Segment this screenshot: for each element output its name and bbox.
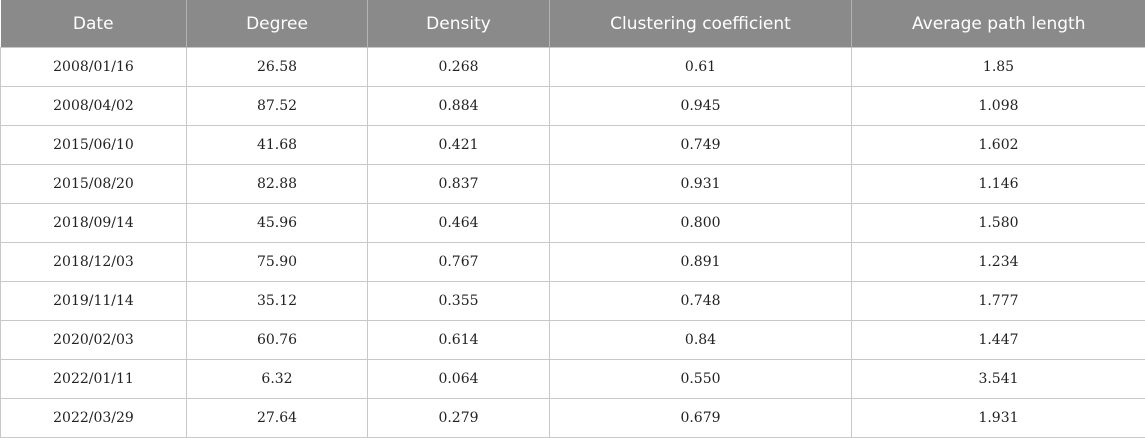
table-row: 2022/01/11 6.32 0.064 0.550 3.541: [1, 360, 1145, 399]
table-row: 2018/12/03 75.90 0.767 0.891 1.234: [1, 243, 1145, 282]
cell-degree: 26.58: [187, 48, 368, 87]
table-row: 2018/09/14 45.96 0.464 0.800 1.580: [1, 204, 1145, 243]
cell-clustering-coefficient: 0.931: [550, 165, 852, 204]
cell-date: 2018/12/03: [1, 243, 187, 282]
cell-density: 0.421: [368, 126, 550, 165]
cell-average-path-length: 1.580: [852, 204, 1145, 243]
column-header-clustering-coefficient: Clustering coefficient: [550, 0, 852, 48]
cell-clustering-coefficient: 0.945: [550, 87, 852, 126]
cell-average-path-length: 1.85: [852, 48, 1145, 87]
table-row: 2015/06/10 41.68 0.421 0.749 1.602: [1, 126, 1145, 165]
cell-date: 2008/04/02: [1, 87, 187, 126]
cell-density: 0.884: [368, 87, 550, 126]
cell-average-path-length: 1.447: [852, 321, 1145, 360]
header-row: Date Degree Density Clustering coefficie…: [1, 0, 1145, 48]
cell-density: 0.355: [368, 282, 550, 321]
cell-average-path-length: 1.777: [852, 282, 1145, 321]
cell-density: 0.767: [368, 243, 550, 282]
cell-average-path-length: 1.146: [852, 165, 1145, 204]
cell-degree: 35.12: [187, 282, 368, 321]
table-row: 2008/01/16 26.58 0.268 0.61 1.85: [1, 48, 1145, 87]
cell-degree: 41.68: [187, 126, 368, 165]
cell-clustering-coefficient: 0.891: [550, 243, 852, 282]
cell-degree: 87.52: [187, 87, 368, 126]
cell-average-path-length: 1.234: [852, 243, 1145, 282]
cell-clustering-coefficient: 0.84: [550, 321, 852, 360]
cell-clustering-coefficient: 0.61: [550, 48, 852, 87]
cell-degree: 27.64: [187, 399, 368, 438]
cell-clustering-coefficient: 0.679: [550, 399, 852, 438]
cell-density: 0.464: [368, 204, 550, 243]
cell-degree: 75.90: [187, 243, 368, 282]
cell-date: 2015/06/10: [1, 126, 187, 165]
cell-density: 0.614: [368, 321, 550, 360]
cell-date: 2019/11/14: [1, 282, 187, 321]
table-row: 2022/03/29 27.64 0.279 0.679 1.931: [1, 399, 1145, 438]
cell-density: 0.837: [368, 165, 550, 204]
cell-date: 2022/01/11: [1, 360, 187, 399]
cell-date: 2015/08/20: [1, 165, 187, 204]
column-header-average-path-length: Average path length: [852, 0, 1145, 48]
cell-date: 2020/02/03: [1, 321, 187, 360]
table-row: 2019/11/14 35.12 0.355 0.748 1.777: [1, 282, 1145, 321]
table-row: 2015/08/20 82.88 0.837 0.931 1.146: [1, 165, 1145, 204]
table-row: 2020/02/03 60.76 0.614 0.84 1.447: [1, 321, 1145, 360]
cell-date: 2008/01/16: [1, 48, 187, 87]
cell-average-path-length: 1.931: [852, 399, 1145, 438]
column-header-density: Density: [368, 0, 550, 48]
column-header-date: Date: [1, 0, 187, 48]
cell-average-path-length: 3.541: [852, 360, 1145, 399]
cell-date: 2022/03/29: [1, 399, 187, 438]
cell-date: 2018/09/14: [1, 204, 187, 243]
cell-degree: 82.88: [187, 165, 368, 204]
table-header: Date Degree Density Clustering coefficie…: [1, 0, 1145, 48]
table-row: 2008/04/02 87.52 0.884 0.945 1.098: [1, 87, 1145, 126]
cell-clustering-coefficient: 0.550: [550, 360, 852, 399]
cell-clustering-coefficient: 0.800: [550, 204, 852, 243]
cell-density: 0.064: [368, 360, 550, 399]
cell-average-path-length: 1.098: [852, 87, 1145, 126]
cell-clustering-coefficient: 0.749: [550, 126, 852, 165]
cell-degree: 60.76: [187, 321, 368, 360]
cell-clustering-coefficient: 0.748: [550, 282, 852, 321]
cell-degree: 6.32: [187, 360, 368, 399]
cell-average-path-length: 1.602: [852, 126, 1145, 165]
table-body: 2008/01/16 26.58 0.268 0.61 1.85 2008/04…: [1, 48, 1145, 438]
column-header-degree: Degree: [187, 0, 368, 48]
cell-density: 0.279: [368, 399, 550, 438]
cell-density: 0.268: [368, 48, 550, 87]
cell-degree: 45.96: [187, 204, 368, 243]
